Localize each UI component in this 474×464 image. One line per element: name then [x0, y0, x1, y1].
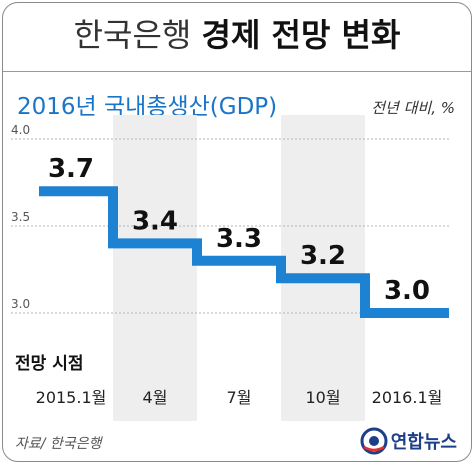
column-bands — [113, 115, 365, 421]
yonhap-logo: 연합뉴스 — [360, 427, 457, 455]
y-tick-label: 3.0 — [11, 297, 30, 311]
y-axis-ticks: 4.0 3.5 3.0 — [11, 123, 30, 311]
x-tick-label: 7월 — [227, 388, 252, 407]
x-axis-title: 전망 시점 — [15, 354, 83, 374]
value-label: 3.0 — [384, 276, 430, 306]
source-note: 자료/ 한국은행 — [15, 436, 102, 452]
x-tick-label: 4월 — [143, 388, 168, 407]
x-tick-label: 2016.1월 — [372, 388, 443, 407]
x-tick-label: 2015.1월 — [36, 388, 107, 407]
title-main: 경제 전망 변화 — [201, 16, 401, 54]
logo-text: 연합뉴스 — [390, 432, 457, 453]
column-band — [113, 115, 197, 421]
x-tick-label: 10월 — [305, 388, 340, 407]
y-tick-label: 4.0 — [11, 123, 30, 137]
unit-label: 전년 대비, % — [371, 99, 455, 117]
title-institution: 한국은행 — [73, 16, 192, 54]
value-label: 3.7 — [48, 154, 94, 184]
y-tick-label: 3.5 — [11, 210, 30, 224]
series-line — [39, 186, 449, 318]
logo-mark-icon — [360, 427, 388, 455]
x-axis-labels: 2015.1월 4월 7월 10월 2016.1월 — [36, 388, 443, 407]
value-label: 3.2 — [300, 241, 346, 271]
value-label: 3.4 — [132, 206, 178, 236]
column-band — [281, 115, 365, 421]
title-divider — [3, 71, 471, 72]
gdp-step-chart: 4.0 3.5 3.0 3.7 3.4 3.3 3.2 3.0 전망 시점 2015.1월 4… — [11, 115, 449, 421]
value-label: 3.3 — [216, 224, 262, 254]
value-labels: 3.7 3.4 3.3 3.2 3.0 — [48, 154, 430, 306]
page-title: 한국은행 경제 전망 변화 — [3, 15, 471, 55]
